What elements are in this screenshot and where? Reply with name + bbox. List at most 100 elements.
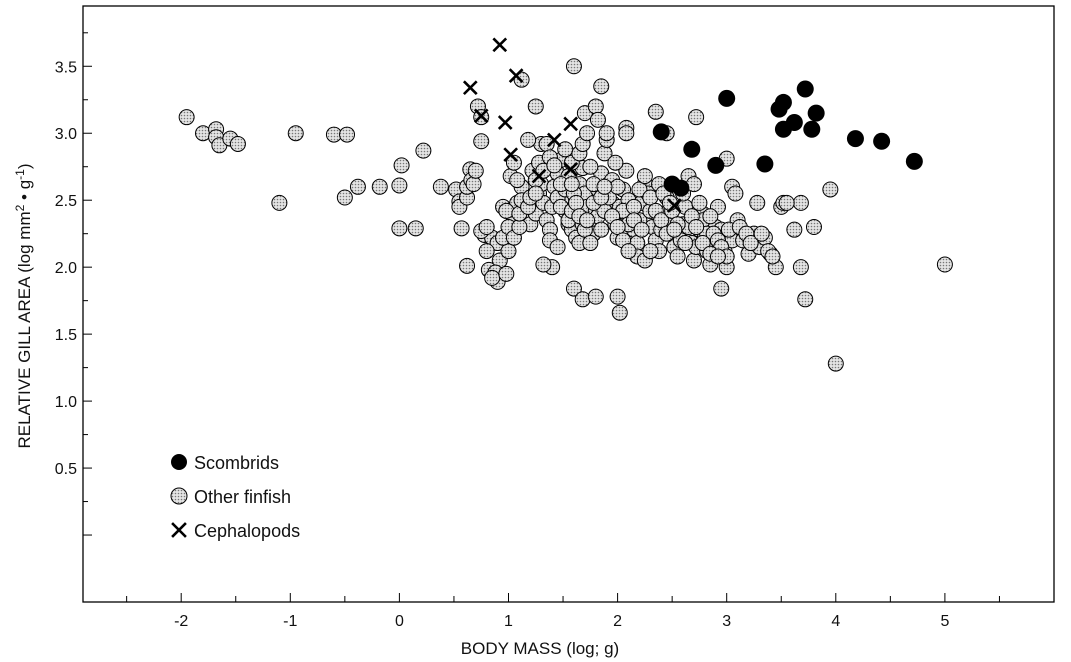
other-finfish-point (589, 111, 606, 128)
y-axis-title-end: ) (15, 163, 34, 169)
x-tick-label: 1 (504, 613, 513, 630)
cephalopods-point (531, 168, 547, 184)
other-finfish-point (625, 198, 642, 215)
other-finfish-point (432, 178, 449, 195)
other-finfish-point (749, 194, 766, 211)
legend-label-other-finfish: Other finfish (194, 487, 291, 507)
other-finfish-point (565, 58, 582, 75)
other-finfish-point (484, 269, 501, 286)
cephalopods-point (462, 80, 478, 96)
legend-marker-cephalopods (171, 522, 187, 538)
other-finfish-point (271, 194, 288, 211)
legend-label-cephalopods: Cephalopods (194, 521, 300, 541)
legend-label-scombrids: Scombrids (194, 453, 279, 473)
scombrids-point (873, 132, 891, 150)
other-finfish-point (498, 202, 515, 219)
other-finfish-point (618, 162, 635, 179)
other-finfish-point (653, 212, 670, 229)
other-finfish-point (620, 243, 637, 260)
cephalopods-point (563, 116, 579, 132)
other-finfish-point (587, 288, 604, 305)
other-finfish-point (727, 185, 744, 202)
other-finfish-point (579, 212, 596, 229)
other-finfish-point (582, 235, 599, 252)
x-tick-label: 2 (613, 613, 622, 630)
cephalopods-point (497, 115, 513, 130)
other-finfish-point (822, 181, 839, 198)
x-axis-title: BODY MASS (log; g) (461, 639, 619, 658)
other-finfish-point (618, 125, 635, 142)
other-finfish-point (609, 218, 626, 235)
other-finfish-point (666, 221, 683, 238)
plot-frame (82, 5, 1055, 603)
y-tick-label: 2.5 (55, 193, 77, 210)
cephalopods-point (666, 198, 682, 213)
x-tick-label: 5 (940, 613, 949, 630)
other-finfish-point (568, 194, 585, 211)
other-finfish-point (459, 257, 476, 274)
other-finfish-point (827, 355, 844, 372)
other-finfish-point (753, 225, 770, 242)
legend-item-cephalopods: Cephalopods (171, 521, 300, 541)
y-axis-title: RELATIVE GILL AREA (log mm2 • g-1) (13, 163, 34, 448)
other-finfish-point (764, 248, 781, 265)
other-finfish-point (527, 98, 544, 115)
other-finfish-point (611, 304, 628, 321)
x-tick-label: 4 (831, 613, 840, 630)
other-finfish-point (178, 109, 195, 126)
other-finfish-point (631, 181, 648, 198)
other-finfish-point (598, 125, 615, 142)
scombrids-point (796, 80, 814, 98)
other-finfish-point (336, 189, 353, 206)
scombrids-point (807, 104, 825, 122)
other-finfish-point (349, 178, 366, 195)
other-finfish-point (596, 178, 613, 195)
other-finfish-point (535, 256, 552, 273)
other-finfish-point (579, 125, 596, 142)
other-finfish-point (593, 78, 610, 95)
scombrids-point (672, 179, 690, 197)
other-finfish-point (393, 157, 410, 174)
cephalopods-point (503, 147, 519, 163)
other-finfish-point (691, 194, 708, 211)
other-finfish-point (287, 125, 304, 142)
scombrids-point (707, 156, 725, 174)
other-finfish-point (415, 142, 432, 159)
y-axis-title-superscript-1: 2 (13, 204, 27, 211)
cephalopods-point (563, 162, 579, 177)
y-tick-label: 1.0 (55, 394, 77, 411)
scombrids-point (846, 130, 864, 148)
cephalopods-point (473, 108, 489, 124)
scombrids-point (683, 140, 701, 158)
other-finfish-point (688, 109, 705, 126)
other-finfish-point (563, 176, 580, 193)
other-finfish-point (792, 259, 809, 276)
other-finfish-point (391, 177, 408, 194)
cephalopods-point (492, 37, 508, 53)
other-finfish-point (478, 218, 495, 235)
y-axis: 0.5 1.0 1.5 2.0 2.5 3.0 3.5 (55, 32, 92, 536)
other-finfish-point (478, 243, 495, 260)
other-finfish-point (786, 221, 803, 238)
cephalopods-point (546, 132, 562, 148)
other-finfish-point (636, 168, 653, 185)
other-finfish-point (339, 126, 356, 143)
y-tick-label: 3.5 (55, 59, 77, 76)
other-finfish-point (685, 252, 702, 269)
other-finfish-point (609, 288, 626, 305)
legend-marker-other-finfish (170, 487, 188, 505)
other-finfish-point (642, 243, 659, 260)
other-finfish-point (742, 235, 759, 252)
y-axis-title-superscript-2: -1 (13, 169, 27, 180)
legend-item-scombrids: Scombrids (171, 453, 279, 473)
y-tick-label: 0.5 (55, 461, 77, 478)
other-finfish-point (546, 157, 563, 174)
other-finfish-point (792, 194, 809, 211)
other-finfish-point (607, 154, 624, 171)
other-finfish-point (453, 220, 470, 237)
scombrids-point (718, 89, 736, 107)
y-tick-label: 2.0 (55, 260, 77, 277)
legend: Scombrids Other finfish Cephalopods (170, 453, 300, 541)
other-finfish-point (936, 256, 953, 273)
